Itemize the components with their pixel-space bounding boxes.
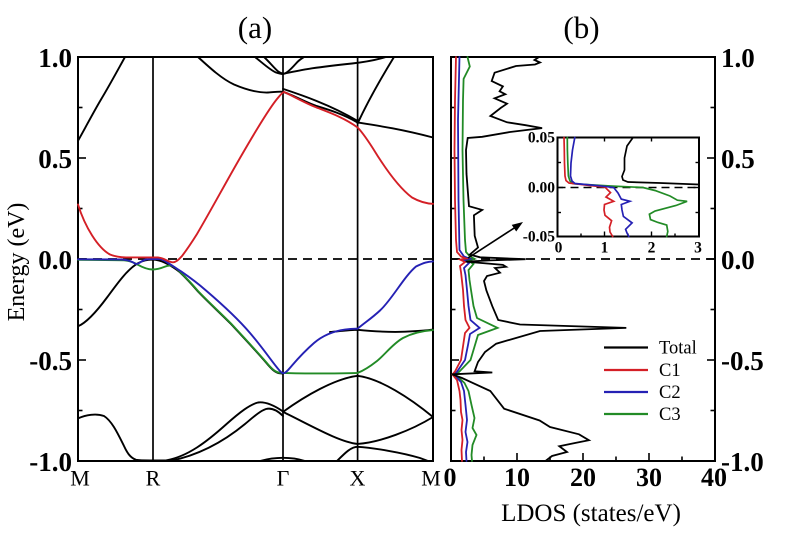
svg-text:R: R	[146, 466, 161, 491]
svg-text:20: 20	[570, 463, 596, 492]
svg-text:1: 1	[601, 240, 609, 257]
svg-text:M: M	[421, 466, 441, 491]
svg-text:1.0: 1.0	[721, 43, 755, 73]
svg-text:0.5: 0.5	[721, 144, 755, 174]
svg-text:X: X	[350, 466, 366, 491]
svg-text:-1.0: -1.0	[721, 447, 764, 477]
svg-text:3: 3	[694, 240, 702, 257]
svg-text:C2: C2	[659, 383, 681, 403]
svg-text:30: 30	[636, 463, 662, 492]
svg-text:Total: Total	[659, 339, 697, 359]
svg-text:2: 2	[648, 240, 656, 257]
svg-text:(b): (b)	[563, 10, 599, 45]
svg-text:-0.05: -0.05	[523, 229, 556, 246]
svg-text:LDOS (states/eV): LDOS (states/eV)	[501, 500, 681, 527]
svg-text:C3: C3	[659, 405, 681, 425]
svg-text:-1.0: -1.0	[29, 447, 72, 477]
svg-text:-0.5: -0.5	[29, 346, 72, 376]
svg-text:0.00: 0.00	[528, 180, 555, 197]
svg-text:10: 10	[504, 463, 530, 492]
svg-text:1.0: 1.0	[38, 43, 72, 73]
svg-text:0.0: 0.0	[721, 245, 755, 275]
svg-text:C1: C1	[659, 361, 681, 381]
svg-text:(a): (a)	[238, 10, 272, 45]
svg-text:0.5: 0.5	[38, 144, 72, 174]
svg-text:-0.5: -0.5	[721, 346, 764, 376]
svg-text:0: 0	[444, 463, 457, 492]
svg-text:0.0: 0.0	[38, 245, 72, 275]
svg-text:40: 40	[701, 463, 727, 492]
svg-text:0.05: 0.05	[528, 130, 555, 147]
svg-text:Energy (eV): Energy (eV)	[4, 203, 30, 322]
svg-text:Γ: Γ	[277, 466, 290, 491]
svg-text:0: 0	[555, 240, 563, 257]
svg-text:M: M	[70, 466, 90, 491]
